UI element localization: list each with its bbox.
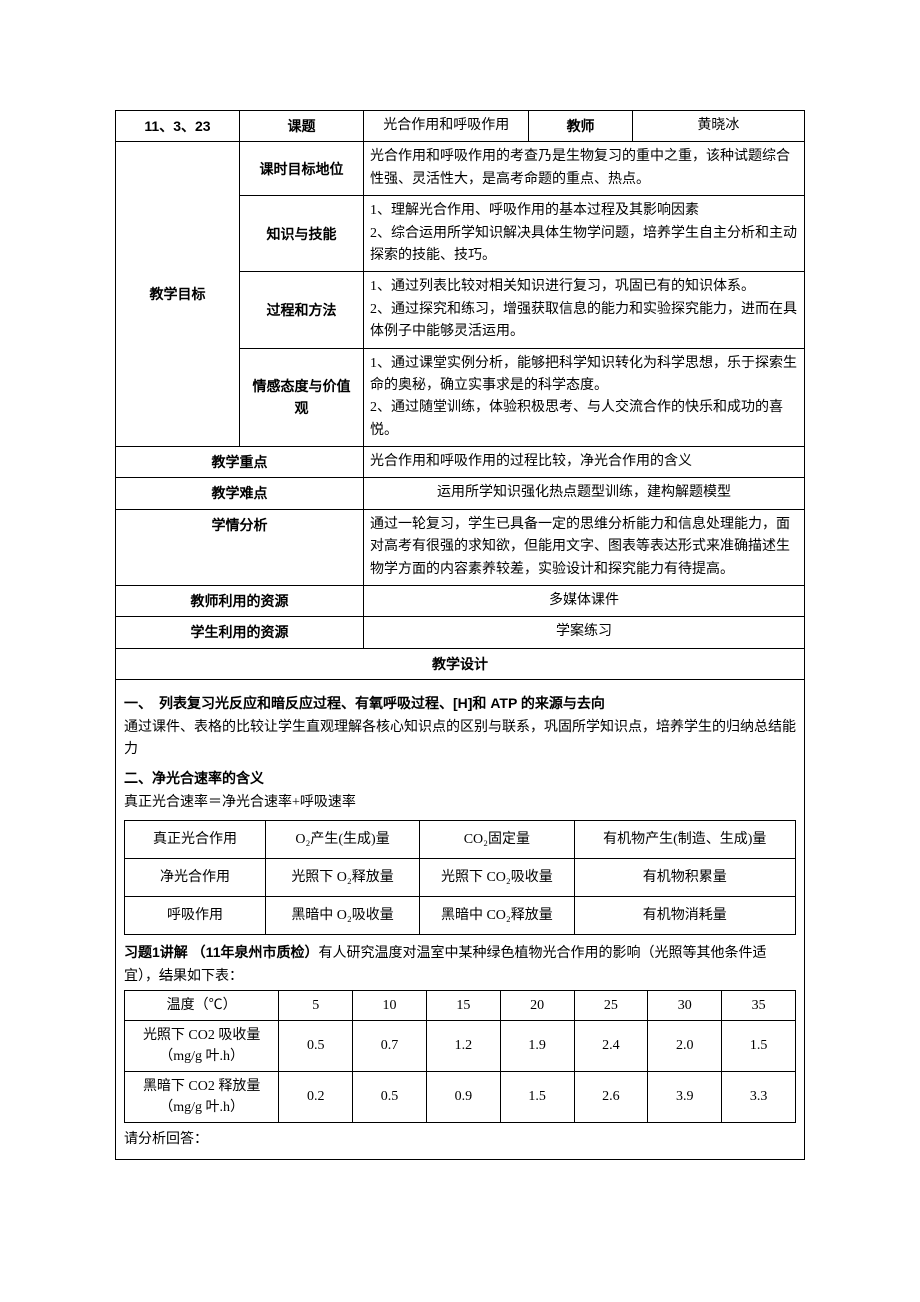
design-heading-row: 教学设计: [116, 648, 805, 679]
ex-h-2: 10: [353, 990, 427, 1020]
exercise-intro-bold: 习题1讲解 （11年泉州市质检）: [124, 944, 318, 960]
goals-section-label: 教学目标: [116, 142, 240, 447]
header-row: 11、3、23 课题 光合作用和呼吸作用 教师 黄晓冰: [116, 111, 805, 142]
goal-content-2: 1、通过列表比较对相关知识进行复习，巩固已有的知识体系。2、通过探究和练习，增强…: [364, 272, 805, 348]
focus-content: 光合作用和呼吸作用的过程比较，净光合作用的含义: [364, 447, 805, 478]
ps-cell-0-3: 有机物产生(制造、生成)量: [574, 821, 795, 859]
teacher-res-label: 教师利用的资源: [116, 586, 364, 617]
ex-r1-label: 黑暗下 CO2 释放量（mg/g 叶.h）: [125, 1071, 279, 1122]
ex-r0-v0: 0.5: [279, 1020, 353, 1071]
ex-r0-v3: 1.9: [500, 1020, 574, 1071]
teacher-value-cell: 黄晓冰: [632, 111, 804, 142]
analysis-row: 学情分析 通过一轮复习，学生已具备一定的思维分析能力和信息处理能力，面对高考有很…: [116, 509, 805, 585]
ps-cell-1-1: 光照下 O₂释放量: [265, 859, 419, 897]
ex-header-row: 温度（℃） 5 10 15 20 25 30 35: [125, 990, 796, 1020]
ps-cell-0-2: CO₂固定量: [420, 821, 574, 859]
ps-cell-1-2: 光照下 CO₂吸收量: [420, 859, 574, 897]
ex-h-4: 20: [500, 990, 574, 1020]
focus-row: 教学重点 光合作用和呼吸作用的过程比较，净光合作用的含义: [116, 447, 805, 478]
exercise-intro: 习题1讲解 （11年泉州市质检）有人研究温度对温室中某种绿色植物光合作用的影响（…: [124, 941, 796, 988]
ex-row-1: 黑暗下 CO2 释放量（mg/g 叶.h） 0.2 0.5 0.9 1.5 2.…: [125, 1071, 796, 1122]
teacher-res-row: 教师利用的资源 多媒体课件: [116, 586, 805, 617]
ex-r1-v2: 0.9: [426, 1071, 500, 1122]
exercise-intro-strike: 结: [159, 969, 173, 984]
design-content-cell: 一、 列表复习光反应和暗反应过程、有氧呼吸过程、[H]和 ATP 的来源与去向 …: [116, 680, 805, 1160]
ps-row-0: 真正光合作用 O₂产生(生成)量 CO₂固定量 有机物产生(制造、生成)量: [125, 821, 796, 859]
teacher-res-content: 多媒体课件: [364, 586, 805, 617]
goal-content-1: 1、理解光合作用、呼吸作用的基本过程及其影响因素2、综合运用所学知识解决具体生物…: [364, 196, 805, 272]
goal-label-1: 知识与技能: [240, 196, 364, 272]
ps-cell-1-3: 有机物积累量: [574, 859, 795, 897]
ps-cell-0-1: O₂产生(生成)量: [265, 821, 419, 859]
ex-r1-v3: 1.5: [500, 1071, 574, 1122]
ex-h-1: 5: [279, 990, 353, 1020]
ps-cell-2-2: 黑暗中 CO₂释放量: [420, 897, 574, 935]
ex-r1-v1: 0.5: [353, 1071, 427, 1122]
design-content-row: 一、 列表复习光反应和暗反应过程、有氧呼吸过程、[H]和 ATP 的来源与去向 …: [116, 680, 805, 1160]
exercise-tail: 请分析回答：: [124, 1129, 796, 1151]
student-res-label: 学生利用的资源: [116, 617, 364, 648]
focus-label: 教学重点: [116, 447, 364, 478]
ex-r1-v0: 0.2: [279, 1071, 353, 1122]
ex-r0-v4: 2.4: [574, 1020, 648, 1071]
exercise-intro-rest-b: 果如下表：: [173, 969, 243, 984]
goal-content-3: 1、通过课堂实例分析，能够把科学知识转化为科学思想，乐于探索生命的奥秘，确立实事…: [364, 348, 805, 447]
ex-h-7: 35: [722, 990, 796, 1020]
ps-row-1: 净光合作用 光照下 O₂释放量 光照下 CO₂吸收量 有机物积累量: [125, 859, 796, 897]
ex-r0-label: 光照下 CO2 吸收量（mg/g 叶.h）: [125, 1020, 279, 1071]
student-res-content: 学案练习: [364, 617, 805, 648]
ps-cell-2-0: 呼吸作用: [125, 897, 266, 935]
ps-row-2: 呼吸作用 黑暗中 O₂吸收量 黑暗中 CO₂释放量 有机物消耗量: [125, 897, 796, 935]
section2-formula: 真正光合速率＝净光合速率+呼吸速率: [124, 792, 796, 814]
ex-r1-v5: 3.9: [648, 1071, 722, 1122]
section1-heading: 一、 列表复习光反应和暗反应过程、有氧呼吸过程、[H]和 ATP 的来源与去向: [124, 692, 796, 714]
difficulty-label: 教学难点: [116, 478, 364, 509]
analysis-content: 通过一轮复习，学生已具备一定的思维分析能力和信息处理能力，面对高考有很强的求知欲…: [364, 509, 805, 585]
ex-h-3: 15: [426, 990, 500, 1020]
goal-content-0: 光合作用和呼吸作用的考查乃是生物复习的重中之重，该种试题综合性强、灵活性大，是高…: [364, 142, 805, 196]
student-res-row: 学生利用的资源 学案练习: [116, 617, 805, 648]
teacher-label-cell: 教师: [529, 111, 632, 142]
ex-h-6: 30: [648, 990, 722, 1020]
exercise-table: 温度（℃） 5 10 15 20 25 30 35 光照下 CO2 吸收量（mg…: [124, 990, 796, 1123]
design-heading: 教学设计: [116, 648, 805, 679]
ps-cell-1-0: 净光合作用: [125, 859, 266, 897]
ex-row-0: 光照下 CO2 吸收量（mg/g 叶.h） 0.5 0.7 1.2 1.9 2.…: [125, 1020, 796, 1071]
goal-label-2: 过程和方法: [240, 272, 364, 348]
goal-row-0: 教学目标 课时目标地位 光合作用和呼吸作用的考查乃是生物复习的重中之重，该种试题…: [116, 142, 805, 196]
ps-cell-0-0: 真正光合作用: [125, 821, 266, 859]
difficulty-row: 教学难点 运用所学知识强化热点题型训练，建构解题模型: [116, 478, 805, 509]
ex-r1-v4: 2.6: [574, 1071, 648, 1122]
ex-h-5: 25: [574, 990, 648, 1020]
section2-heading: 二、净光合速率的含义: [124, 767, 796, 789]
goal-label-0: 课时目标地位: [240, 142, 364, 196]
photosynthesis-table: 真正光合作用 O₂产生(生成)量 CO₂固定量 有机物产生(制造、生成)量 净光…: [124, 820, 796, 935]
ex-r0-v1: 0.7: [353, 1020, 427, 1071]
page: 11、3、23 课题 光合作用和呼吸作用 教师 黄晓冰 教学目标 课时目标地位 …: [0, 0, 920, 1220]
ps-cell-2-1: 黑暗中 O₂吸收量: [265, 897, 419, 935]
section1-body: 通过课件、表格的比较让学生直观理解各核心知识点的区别与联系，巩固所学知识点，培养…: [124, 717, 796, 762]
difficulty-content: 运用所学知识强化热点题型训练，建构解题模型: [364, 478, 805, 509]
analysis-label: 学情分析: [116, 509, 364, 585]
ex-r0-v5: 2.0: [648, 1020, 722, 1071]
ex-r1-v6: 3.3: [722, 1071, 796, 1122]
topic-value-cell: 光合作用和呼吸作用: [364, 111, 529, 142]
ps-cell-2-3: 有机物消耗量: [574, 897, 795, 935]
goal-label-3: 情感态度与价值观: [240, 348, 364, 447]
topic-label-cell: 课题: [240, 111, 364, 142]
ex-r0-v6: 1.5: [722, 1020, 796, 1071]
date-cell: 11、3、23: [116, 111, 240, 142]
ex-h-0: 温度（℃）: [125, 990, 279, 1020]
ex-r0-v2: 1.2: [426, 1020, 500, 1071]
lesson-plan-table: 11、3、23 课题 光合作用和呼吸作用 教师 黄晓冰 教学目标 课时目标地位 …: [115, 110, 805, 1160]
